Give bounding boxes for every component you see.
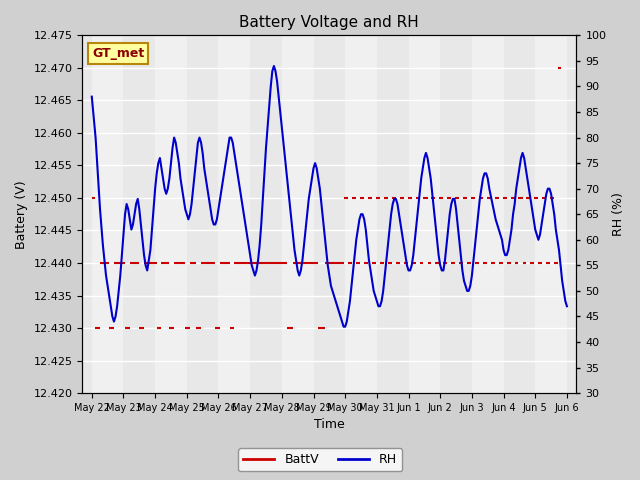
Bar (250, 36, 282, 393)
Text: GT_met: GT_met (92, 47, 145, 60)
Legend: BattV, RH: BattV, RH (238, 448, 402, 471)
Bar (472, 36, 504, 393)
Bar (408, 36, 440, 393)
Bar (345, 36, 377, 393)
Bar (314, 36, 345, 393)
Bar (187, 36, 218, 393)
Bar (504, 36, 535, 393)
Title: Battery Voltage and RH: Battery Voltage and RH (239, 15, 419, 30)
Bar (282, 36, 314, 393)
Bar (155, 36, 187, 393)
Bar (535, 36, 567, 393)
Bar (92, 36, 124, 393)
Bar (218, 36, 250, 393)
Y-axis label: RH (%): RH (%) (612, 192, 625, 236)
Bar (440, 36, 472, 393)
Bar (377, 36, 408, 393)
X-axis label: Time: Time (314, 419, 345, 432)
Bar (124, 36, 155, 393)
Y-axis label: Battery (V): Battery (V) (15, 180, 28, 249)
